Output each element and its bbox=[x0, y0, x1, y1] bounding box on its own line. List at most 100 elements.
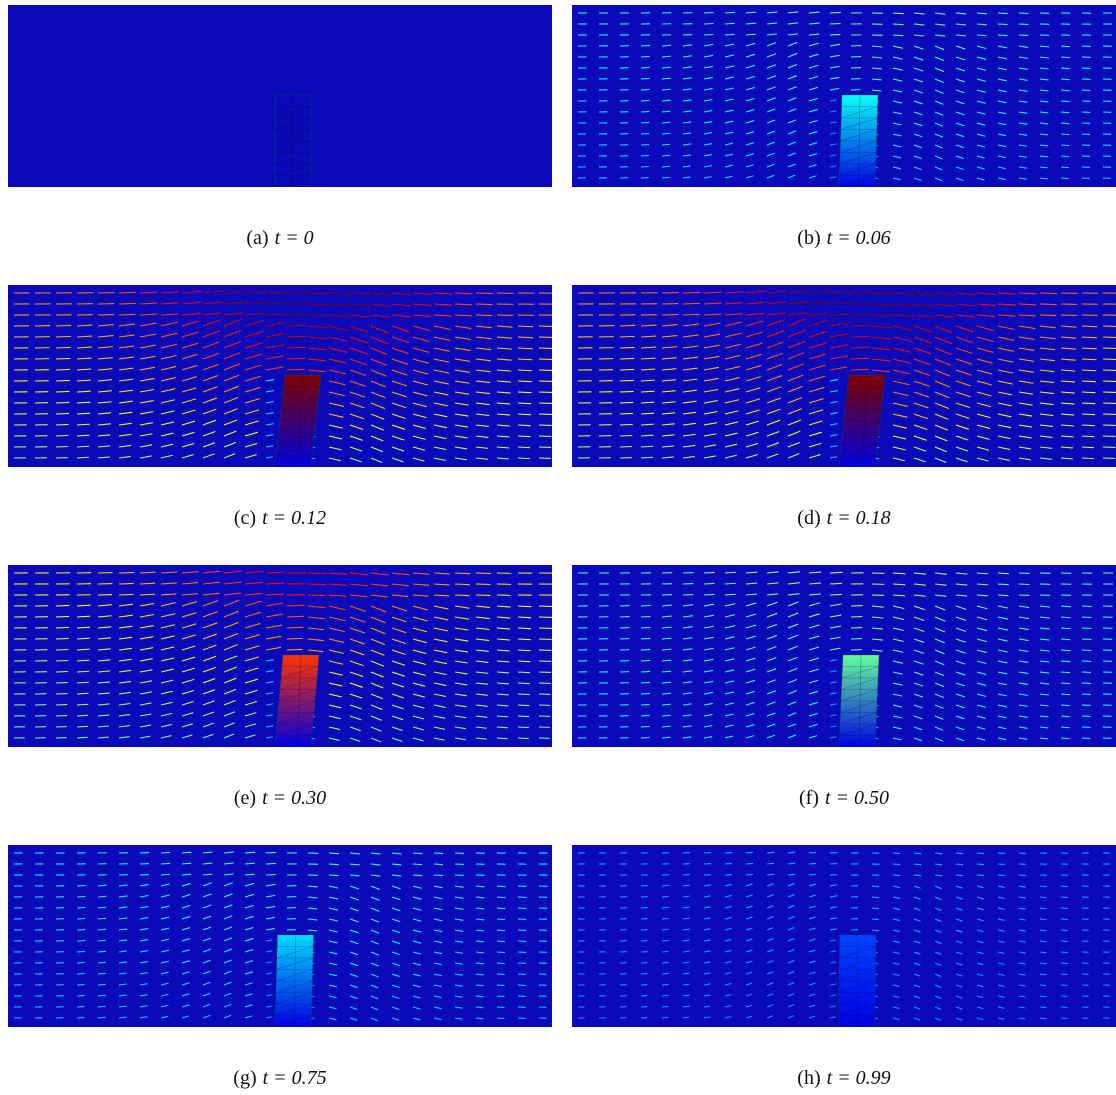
velocity-arrow bbox=[287, 358, 305, 359]
velocity-arrow bbox=[518, 639, 531, 640]
velocity-arrow bbox=[662, 1017, 668, 1018]
velocity-arrow bbox=[77, 671, 89, 672]
velocity-arrow bbox=[77, 918, 85, 919]
velocity-arrow bbox=[119, 572, 134, 573]
time-value: t = 0.18 bbox=[827, 507, 891, 529]
velocity-arrow bbox=[1040, 930, 1047, 931]
velocity-arrow bbox=[518, 370, 532, 371]
velocity-arrow bbox=[872, 897, 879, 898]
velocity-arrow bbox=[56, 649, 68, 650]
velocity-arrow bbox=[98, 1017, 105, 1018]
velocity-arrow bbox=[662, 984, 669, 985]
velocity-arrow bbox=[641, 682, 650, 683]
velocity-arrow bbox=[662, 133, 670, 134]
velocity-arrow bbox=[1061, 930, 1068, 931]
velocity-arrow bbox=[161, 874, 170, 875]
subfigure-label: (b) bbox=[797, 227, 820, 249]
velocity-arrow bbox=[1082, 447, 1094, 448]
velocity-arrow bbox=[641, 715, 650, 716]
velocity-arrow bbox=[641, 435, 653, 436]
velocity-arrow bbox=[1061, 683, 1070, 684]
velocity-arrow bbox=[518, 617, 531, 618]
velocity-arrow bbox=[308, 584, 326, 585]
velocity-arrow bbox=[497, 1007, 505, 1008]
velocity-arrow bbox=[497, 985, 505, 986]
velocity-arrow bbox=[1040, 919, 1047, 920]
velocity-arrow bbox=[1061, 1018, 1067, 1019]
velocity-arrow bbox=[809, 874, 816, 875]
velocity-arrow bbox=[98, 907, 106, 908]
velocity-arrow bbox=[308, 595, 326, 596]
subfigure-label: (e) bbox=[234, 787, 256, 809]
velocity-arrow bbox=[413, 853, 422, 854]
velocity-arrow bbox=[1082, 617, 1092, 618]
velocity-arrow bbox=[56, 413, 69, 414]
velocity-arrow bbox=[497, 941, 505, 942]
velocity-arrow bbox=[518, 716, 529, 717]
velocity-arrow bbox=[662, 896, 669, 897]
velocity-arrow bbox=[1061, 694, 1070, 695]
subfigure-caption: (d) t = 0.18 bbox=[572, 507, 1116, 530]
velocity-arrow bbox=[1082, 359, 1096, 360]
subfigure-caption: (e)t = 0.30 bbox=[8, 787, 552, 810]
velocity-arrow bbox=[518, 628, 531, 629]
velocity-arrow bbox=[56, 380, 70, 381]
velocity-arrow bbox=[746, 863, 753, 864]
velocity-arrow bbox=[287, 616, 304, 617]
subfigure-label: (c) bbox=[234, 507, 256, 529]
velocity-arrow bbox=[1061, 908, 1068, 909]
velocity-arrow bbox=[518, 694, 530, 695]
velocity-arrow bbox=[872, 293, 894, 294]
velocity-arrow bbox=[641, 649, 650, 650]
velocity-arrow bbox=[98, 951, 106, 952]
velocity-arrow bbox=[413, 875, 422, 876]
subfigure-caption: (c)t = 0.12 bbox=[8, 507, 552, 530]
velocity-arrow bbox=[1061, 974, 1068, 975]
velocity-arrow bbox=[998, 35, 1007, 36]
velocity-arrow bbox=[1061, 738, 1069, 739]
velocity-arrow bbox=[662, 1006, 668, 1007]
velocity-arrow bbox=[1082, 370, 1096, 371]
velocity-arrow bbox=[497, 908, 505, 909]
velocity-arrow bbox=[497, 963, 505, 964]
velocity-arrow bbox=[1061, 897, 1068, 898]
velocity-arrow bbox=[497, 952, 505, 953]
velocity-arrow bbox=[830, 572, 842, 573]
subfigure-label: (d) bbox=[797, 507, 820, 529]
velocity-arrow bbox=[872, 304, 894, 305]
velocity-arrow bbox=[641, 446, 653, 447]
velocity-arrow bbox=[56, 402, 69, 403]
velocity-arrow bbox=[497, 1018, 504, 1019]
velocity-arrow bbox=[1082, 381, 1096, 382]
velocity-arrow bbox=[1061, 79, 1070, 80]
velocity-arrow bbox=[1040, 304, 1057, 305]
velocity-arrow bbox=[1061, 952, 1068, 953]
velocity-arrow bbox=[641, 100, 649, 101]
simulation-image bbox=[8, 5, 552, 187]
velocity-arrow bbox=[767, 852, 774, 853]
velocity-arrow bbox=[1061, 716, 1070, 717]
velocity-arrow bbox=[287, 336, 307, 337]
velocity-arrow bbox=[518, 414, 531, 415]
simulation-image bbox=[8, 285, 552, 467]
velocity-arrow bbox=[662, 973, 669, 974]
velocity-arrow bbox=[914, 853, 921, 854]
velocity-arrow bbox=[287, 627, 303, 628]
velocity-arrow bbox=[287, 649, 302, 650]
velocity-arrow bbox=[641, 704, 650, 705]
subfigure-label: (h) bbox=[797, 1067, 820, 1089]
velocity-arrow bbox=[476, 315, 492, 316]
velocity-arrow bbox=[872, 315, 893, 316]
velocity-arrow bbox=[830, 34, 840, 35]
velocity-arrow bbox=[1061, 134, 1069, 135]
time-value: t = 0.06 bbox=[827, 227, 891, 249]
velocity-arrow bbox=[308, 293, 330, 294]
velocity-arrow bbox=[851, 336, 871, 337]
velocity-arrow bbox=[77, 715, 88, 716]
velocity-arrow bbox=[1103, 326, 1116, 327]
velocity-arrow bbox=[1082, 348, 1097, 349]
velocity-arrow bbox=[308, 573, 327, 574]
velocity-arrow bbox=[872, 908, 879, 909]
simulation-image bbox=[572, 285, 1116, 467]
velocity-arrow bbox=[620, 358, 634, 359]
